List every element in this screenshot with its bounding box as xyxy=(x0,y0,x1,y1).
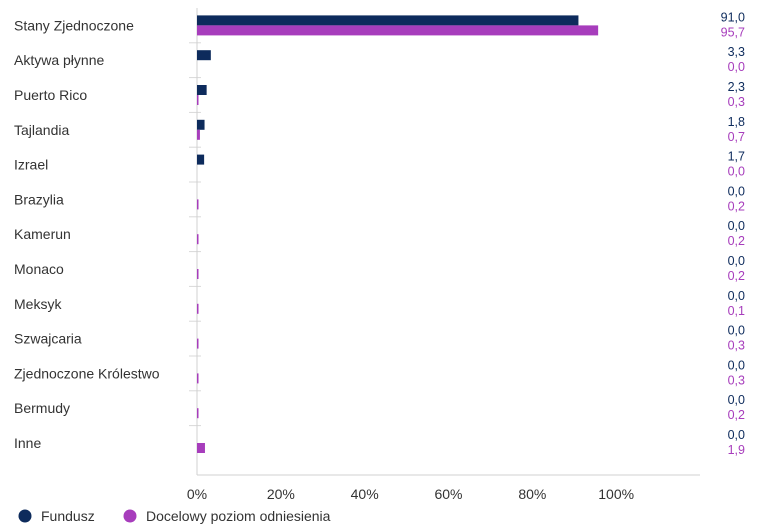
value-labels: 91,095,73,30,02,30,31,80,71,70,00,00,20,… xyxy=(721,10,745,457)
bar-group xyxy=(197,15,599,453)
value-label-fundusz: 1,7 xyxy=(728,150,745,164)
value-label-fundusz: 3,3 xyxy=(728,45,745,59)
value-label-benchmark: 0,3 xyxy=(728,95,745,109)
bar-fundusz xyxy=(197,119,205,130)
bar-benchmark xyxy=(197,234,199,245)
value-label-fundusz: 0,0 xyxy=(728,289,745,303)
bar-benchmark xyxy=(197,303,199,314)
value-label-fundusz: 91,0 xyxy=(721,10,745,24)
value-label-benchmark: 0,2 xyxy=(728,269,745,283)
bar-benchmark xyxy=(197,373,199,384)
category-label: Izrael xyxy=(14,157,48,173)
category-label: Aktywa płynne xyxy=(14,52,104,68)
legend: Fundusz Docelowy poziom odniesienia xyxy=(18,508,331,524)
value-label-fundusz: 0,0 xyxy=(728,358,745,372)
category-label: Kamerun xyxy=(14,226,71,242)
chart-axis xyxy=(196,8,700,476)
legend-marker-benchmark xyxy=(123,509,137,523)
category-label: Inne xyxy=(14,435,41,451)
value-label-fundusz: 0,0 xyxy=(728,428,745,442)
value-label-fundusz: 0,0 xyxy=(728,184,745,198)
bar-fundusz xyxy=(197,85,207,95)
x-tick-labels: 0% 20% 40% 60% 80% 100% xyxy=(187,486,634,502)
category-label: Meksyk xyxy=(14,296,62,312)
value-label-fundusz: 0,0 xyxy=(728,324,745,338)
value-label-fundusz: 0,0 xyxy=(728,219,745,233)
bar-fundusz xyxy=(197,154,205,165)
category-label: Puerto Rico xyxy=(14,87,87,103)
value-label-benchmark: 0,2 xyxy=(728,199,745,213)
value-label-fundusz: 0,0 xyxy=(728,254,745,268)
x-tick-label: 20% xyxy=(267,486,295,502)
bar-benchmark xyxy=(197,408,199,419)
bar-benchmark xyxy=(197,199,199,210)
legend-label-benchmark: Docelowy poziom odniesienia xyxy=(146,508,331,524)
bar-fundusz xyxy=(197,50,211,61)
bar-benchmark xyxy=(197,95,199,105)
category-label: Zjednoczone Królestwo xyxy=(14,365,160,381)
category-label: Stany Zjednoczone xyxy=(14,17,134,33)
category-label: Bermudy xyxy=(14,400,70,416)
value-label-benchmark: 0,2 xyxy=(728,234,745,248)
value-label-benchmark: 0,7 xyxy=(728,130,745,144)
row-separators xyxy=(189,42,201,427)
category-label: Monaco xyxy=(14,261,64,277)
value-label-benchmark: 0,1 xyxy=(728,304,745,318)
value-label-benchmark: 0,2 xyxy=(728,408,745,422)
x-tick-label: 60% xyxy=(434,486,462,502)
bar-benchmark xyxy=(197,443,205,453)
value-label-benchmark: 95,7 xyxy=(721,25,745,39)
bar-benchmark xyxy=(197,25,599,36)
value-label-benchmark: 0,3 xyxy=(728,373,745,387)
legend-marker-fundusz xyxy=(18,509,32,523)
bar-benchmark xyxy=(197,129,200,140)
legend-label-fundusz: Fundusz xyxy=(41,508,95,524)
value-label-benchmark: 1,9 xyxy=(728,443,745,457)
bar-fundusz xyxy=(197,15,579,26)
x-tick-label: 80% xyxy=(518,486,546,502)
category-label: Tajlandia xyxy=(14,122,69,138)
bar-benchmark xyxy=(197,269,199,279)
value-label-fundusz: 0,0 xyxy=(728,393,745,407)
category-label: Brazylia xyxy=(14,191,64,207)
category-label: Szwajcaria xyxy=(14,331,82,347)
value-label-fundusz: 1,8 xyxy=(728,115,745,129)
x-tick-label: 40% xyxy=(351,486,379,502)
value-label-fundusz: 2,3 xyxy=(728,80,745,94)
x-tick-label: 0% xyxy=(187,486,207,502)
bar-benchmark xyxy=(197,338,199,349)
value-label-benchmark: 0,0 xyxy=(728,60,745,74)
category-labels: Stany Zjednoczone Aktywa płynne Puerto Ric… xyxy=(14,17,160,451)
value-label-benchmark: 0,0 xyxy=(728,165,745,179)
x-tick-label: 100% xyxy=(598,486,634,502)
value-label-benchmark: 0,3 xyxy=(728,339,745,353)
